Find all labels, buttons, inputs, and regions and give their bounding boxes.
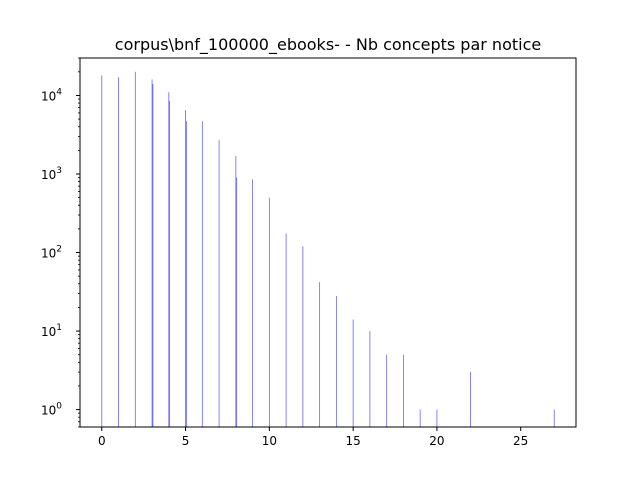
bar [151, 79, 153, 427]
bar [335, 295, 337, 427]
bar [553, 409, 555, 427]
x-tick-label: 0 [98, 434, 106, 448]
plot-frame [79, 57, 577, 428]
bar [118, 77, 119, 428]
x-tick-label: 25 [513, 434, 528, 448]
x-axis-ticks: 0 5 10 15 20 25 [98, 427, 528, 448]
chart-title: corpus\bnf_100000_ebooks- - Nb concepts … [115, 35, 541, 55]
bar [419, 409, 421, 427]
x-tick-label: 20 [429, 434, 444, 448]
bar [168, 92, 170, 427]
bar [369, 331, 371, 427]
bar [436, 409, 438, 427]
bar [186, 121, 187, 428]
bar [101, 75, 103, 428]
bar [252, 179, 253, 427]
bars-group [101, 71, 555, 428]
bar [134, 71, 136, 427]
y-tick-label: 104 [41, 87, 62, 103]
y-tick-label: 100 [41, 402, 62, 418]
bar [169, 101, 171, 427]
bar [152, 83, 154, 427]
bar [235, 155, 237, 427]
bar [201, 121, 203, 428]
bar [403, 354, 404, 427]
x-tick-label: 5 [182, 434, 190, 448]
bar [218, 140, 220, 427]
bar [352, 319, 354, 427]
bar [386, 354, 388, 427]
bar [319, 282, 321, 427]
y-tick-label: 102 [41, 245, 62, 261]
y-axis-ticks: 100 101 102 103 104 [41, 57, 80, 428]
bar [185, 110, 186, 427]
x-tick-label: 10 [262, 434, 277, 448]
bar [268, 197, 270, 427]
bar [236, 177, 238, 427]
y-tick-label: 101 [41, 323, 62, 339]
bar [470, 372, 471, 427]
x-tick-label: 15 [345, 434, 360, 448]
y-tick-label: 103 [41, 166, 62, 182]
bar [285, 233, 287, 427]
bar [302, 246, 304, 427]
